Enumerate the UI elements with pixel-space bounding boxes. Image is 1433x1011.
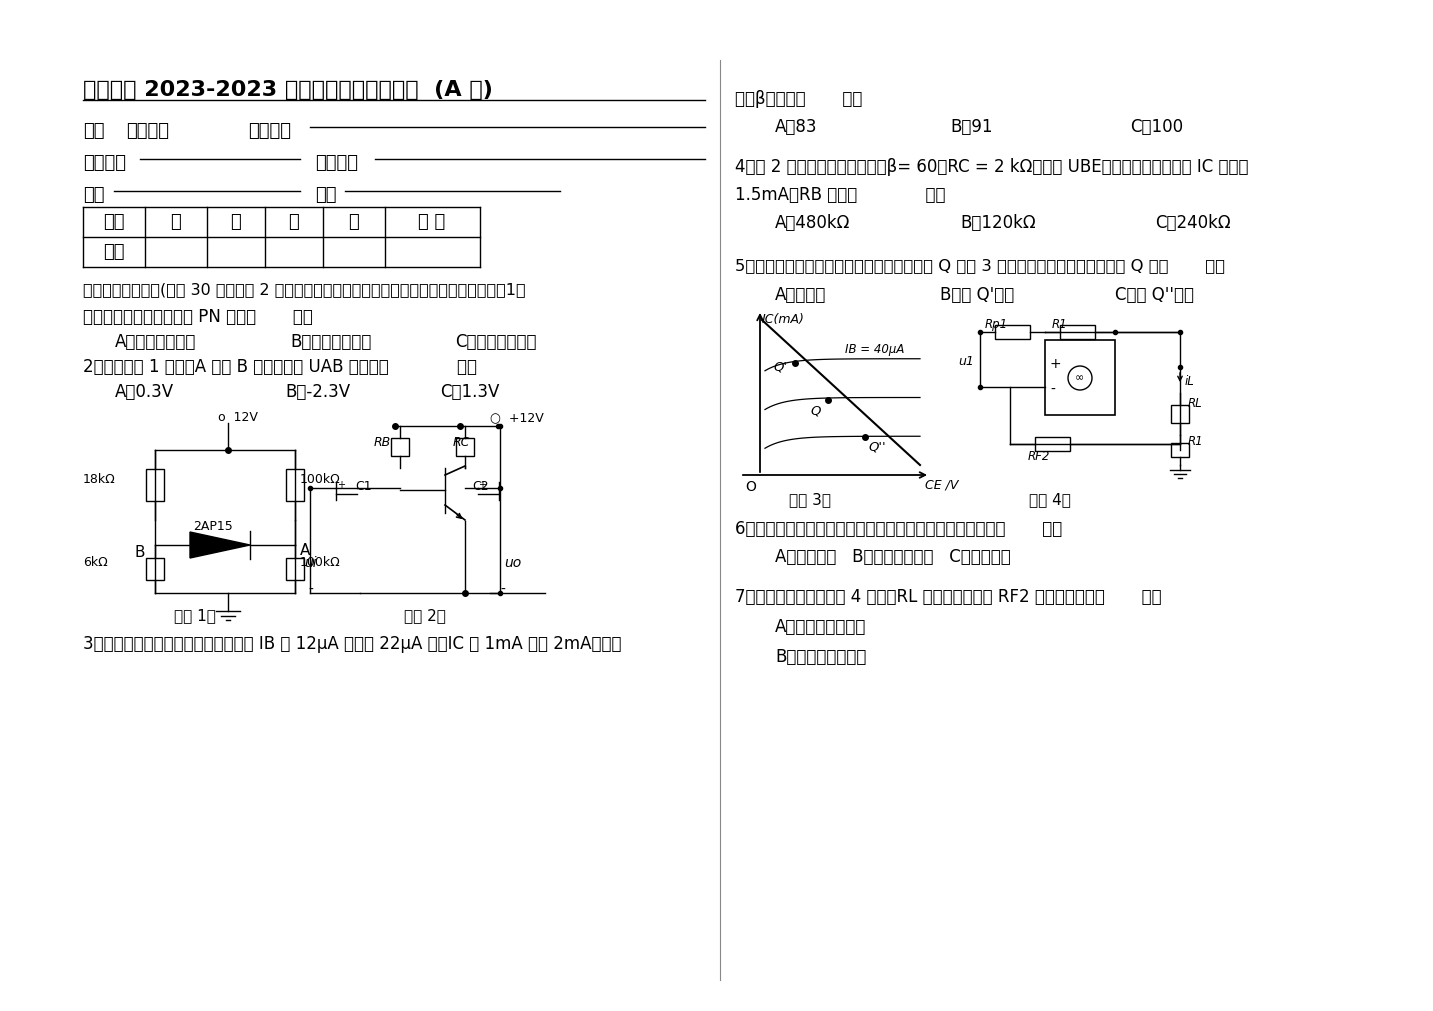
Text: RL: RL — [1188, 397, 1202, 410]
Bar — [1035, 437, 1070, 451]
Text: 2AP15: 2AP15 — [193, 520, 232, 533]
Text: 总 分: 总 分 — [418, 213, 446, 231]
Text: IC(mA): IC(mA) — [762, 313, 805, 326]
Bar — [287, 558, 304, 579]
Text: 2、电路如图 1 所示，A 点与 B 点的电位差 UAB 约等于（             ）。: 2、电路如图 1 所示，A 点与 B 点的电位差 UAB 约等于（ ）。 — [83, 358, 477, 376]
Text: 济南大学 2023-2023 学年第一学期考试试卷  (A 卷): 济南大学 2023-2023 学年第一学期考试试卷 (A 卷) — [83, 80, 493, 100]
Text: Rp1: Rp1 — [984, 318, 1009, 331]
Text: RC: RC — [453, 436, 470, 449]
Text: A、83: A、83 — [775, 118, 817, 136]
Text: 电子技术: 电子技术 — [126, 122, 169, 140]
Text: A、不变化: A、不变化 — [775, 286, 827, 304]
Text: （图 4）: （图 4） — [1029, 492, 1070, 507]
Text: O: O — [745, 480, 755, 494]
Text: C2: C2 — [471, 480, 489, 493]
Text: （图 1）: （图 1） — [173, 608, 216, 623]
Text: C、100: C、100 — [1131, 118, 1184, 136]
Polygon shape — [191, 532, 249, 558]
Bar — [1171, 404, 1189, 424]
Text: B、正向导电特性: B、正向导电特性 — [289, 333, 371, 351]
Text: CE /V: CE /V — [924, 478, 959, 491]
Text: Q: Q — [810, 405, 820, 418]
Text: A、单向导电特性: A、单向导电特性 — [115, 333, 196, 351]
Text: B、并联电流负反馈: B、并联电流负反馈 — [775, 648, 867, 666]
Text: （图 3）: （图 3） — [790, 492, 831, 507]
Text: C、240kΩ: C、240kΩ — [1155, 214, 1231, 232]
Text: IB = 40μA: IB = 40μA — [845, 343, 904, 356]
Text: （图 2）: （图 2） — [404, 608, 446, 623]
Text: C、反向击穿特性: C、反向击穿特性 — [456, 333, 536, 351]
Text: 一: 一 — [171, 213, 182, 231]
Text: 6kΩ: 6kΩ — [83, 556, 107, 569]
Text: uo: uo — [504, 556, 522, 570]
Text: C、1.3V: C、1.3V — [440, 383, 499, 401]
Text: -: - — [500, 583, 504, 598]
Text: +: + — [479, 480, 486, 490]
Text: 一、单项选择题：(本题 30 分，每题 2 分）（将唯一对的的答案代码按次序填入答题纸表内）1、: 一、单项选择题：(本题 30 分，每题 2 分）（将唯一对的的答案代码按次序填入… — [83, 282, 526, 297]
Bar — [287, 469, 304, 500]
Text: +: + — [337, 480, 345, 490]
Bar — [456, 438, 474, 456]
Text: 稳压管的稳压性能是运用 PN 结的（       ）。: 稳压管的稳压性能是运用 PN 结的（ ）。 — [83, 308, 312, 326]
Text: 考试时间: 考试时间 — [83, 154, 126, 172]
Text: Q'': Q'' — [868, 440, 886, 453]
Bar — [1060, 325, 1095, 339]
Text: 100kΩ: 100kΩ — [299, 473, 341, 486]
Text: +: + — [1050, 357, 1062, 371]
Text: 姓名: 姓名 — [83, 186, 105, 204]
Text: A、0.3V: A、0.3V — [115, 383, 175, 401]
Text: 得分: 得分 — [103, 243, 125, 261]
Text: 它的β值约为（       ）。: 它的β值约为（ ）。 — [735, 90, 863, 108]
Bar — [995, 325, 1030, 339]
Text: -: - — [308, 583, 312, 598]
Text: A: A — [299, 543, 311, 558]
Text: ∞: ∞ — [1075, 373, 1085, 383]
Text: 考试班级: 考试班级 — [315, 154, 358, 172]
Text: 课程: 课程 — [83, 122, 105, 140]
Text: iL: iL — [1185, 375, 1195, 388]
Text: 100kΩ: 100kΩ — [299, 556, 341, 569]
Text: R1: R1 — [1188, 435, 1204, 448]
Text: B、120kΩ: B、120kΩ — [960, 214, 1036, 232]
Text: A、克服零漂   B、提高输入电阻   C、稳定输入: A、克服零漂 B、提高输入电阻 C、稳定输入 — [775, 548, 1010, 566]
Text: B、-2.3V: B、-2.3V — [285, 383, 350, 401]
Text: Q': Q' — [772, 360, 787, 373]
Text: B: B — [135, 545, 146, 560]
Text: 4、图 2 所示电路，已知晶体管β= 60，RC = 2 kΩ，忽视 UBE，如要将集电极电流 IC 调整到: 4、图 2 所示电路，已知晶体管β= 60，RC = 2 kΩ，忽视 UBE，如… — [735, 158, 1248, 176]
Text: 6、集成运算放大器输入级选用差动放大电路的重要原因是（       ）。: 6、集成运算放大器输入级选用差动放大电路的重要原因是（ ）。 — [735, 520, 1062, 538]
Text: o  12V: o 12V — [218, 411, 258, 424]
Text: 四: 四 — [348, 213, 360, 231]
Bar — [1045, 340, 1115, 415]
Bar — [391, 438, 408, 456]
Text: -: - — [1050, 383, 1055, 397]
Text: RF2: RF2 — [1027, 450, 1050, 463]
Bar — [146, 558, 163, 579]
Text: 5、固定偏置单管交流放大电路的静态工作点 Q 如图 3 所示，当温度升高时，工作点 Q 将（       ）。: 5、固定偏置单管交流放大电路的静态工作点 Q 如图 3 所示，当温度升高时，工作… — [735, 258, 1225, 273]
Text: C、向 Q''移动: C、向 Q''移动 — [1115, 286, 1194, 304]
Text: 三: 三 — [288, 213, 299, 231]
Bar — [146, 469, 163, 500]
Text: C1: C1 — [355, 480, 371, 493]
Text: 二: 二 — [231, 213, 241, 231]
Bar — [1171, 443, 1189, 457]
Text: ○  +12V: ○ +12V — [490, 411, 543, 424]
Text: 7、运算放大器电路如图 4 所示，RL 为负载电阻，则 RF2 引入的反馈为（       ）。: 7、运算放大器电路如图 4 所示，RL 为负载电阻，则 RF2 引入的反馈为（ … — [735, 588, 1162, 606]
Text: A、串联电流负反馈: A、串联电流负反馈 — [775, 618, 867, 636]
Text: 题号: 题号 — [103, 213, 125, 231]
Text: RB: RB — [374, 436, 391, 449]
Text: 1.5mA，RB 应取（             ）。: 1.5mA，RB 应取（ ）。 — [735, 186, 946, 204]
Text: 学号: 学号 — [315, 186, 337, 204]
Text: 3、工作在放大区的某三极管，假如当 IB 从 12μA 增大到 22μA 时，IC 从 1mA 变为 2mA，那么: 3、工作在放大区的某三极管，假如当 IB 从 12μA 增大到 22μA 时，I… — [83, 635, 622, 653]
Text: u1: u1 — [959, 355, 974, 368]
Text: R1: R1 — [1052, 318, 1068, 331]
Text: ui: ui — [304, 556, 317, 570]
Text: A、480kΩ: A、480kΩ — [775, 214, 850, 232]
Text: B、向 Q'移动: B、向 Q'移动 — [940, 286, 1015, 304]
Text: 18kΩ: 18kΩ — [83, 473, 116, 486]
Text: 讲课教师: 讲课教师 — [248, 122, 291, 140]
Text: B、91: B、91 — [950, 118, 993, 136]
